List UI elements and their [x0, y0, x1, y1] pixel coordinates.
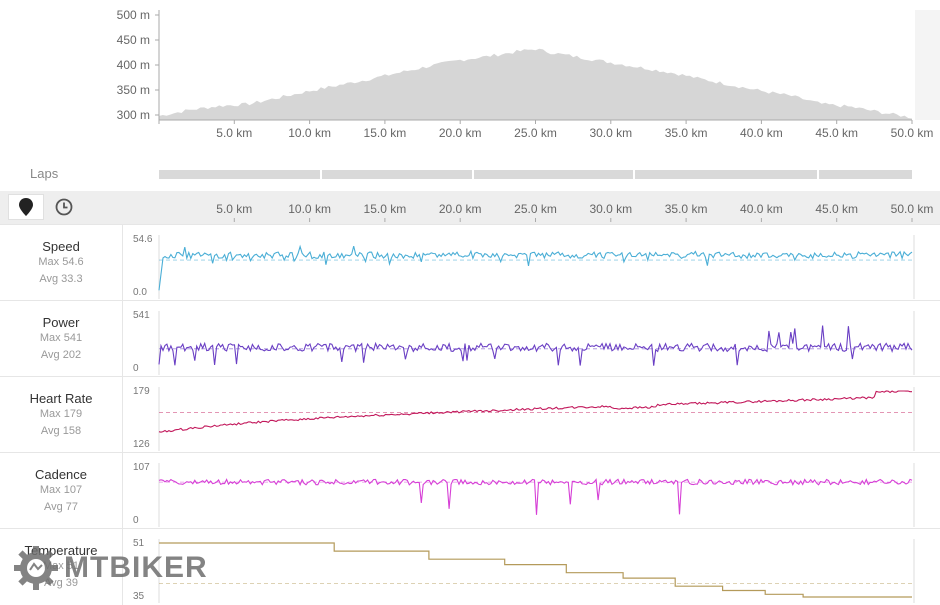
track-label: Speed Max 54.6 Avg 33.3	[0, 225, 122, 288]
elevation-y-tick-label: 400 m	[117, 58, 150, 72]
tracks-x-tick-label: 10.0 km	[288, 202, 331, 216]
track-cadence: Cadence Max 107 Avg 77 107 0	[0, 452, 940, 529]
chart-toolbar	[0, 191, 940, 224]
label-separator	[122, 224, 123, 605]
map-pin-icon	[19, 198, 33, 216]
tracks-x-axis: 5.0 km 10.0 km 15.0 km 20.0 km 25.0 km 30.0 k…	[216, 202, 934, 222]
watermark: MTBIKER	[12, 543, 208, 593]
elevation-y-axis: 500 m 450 m 400 m 350 m 300 m	[117, 8, 159, 122]
track-series-line	[158, 390, 912, 433]
elevation-x-tick-label: 10.0 km	[288, 126, 331, 140]
elevation-x-tick-label: 20.0 km	[439, 126, 482, 140]
lap-segment[interactable]	[159, 170, 321, 179]
elevation-x-tick-label: 25.0 km	[514, 126, 557, 140]
track-avg: Avg 39	[43, 577, 79, 589]
track-name: Power	[42, 315, 80, 330]
gear-logo-icon	[14, 546, 58, 590]
elevation-y-tick-label: 450 m	[117, 33, 150, 47]
track-max-axis-label: 179	[133, 386, 150, 397]
track-min-axis-label: 0	[133, 363, 139, 374]
track-label: Heart Rate Max 179 Avg 158	[0, 377, 122, 440]
track-label: Cadence Max 107 Avg 77	[0, 453, 122, 516]
track-series-line	[158, 478, 913, 515]
tracks-x-tick-label: 15.0 km	[364, 202, 407, 216]
map-view-button[interactable]	[8, 194, 44, 220]
tracks-x-tick-label: 50.0 km	[891, 202, 934, 216]
track-min-axis-label: 0	[133, 515, 139, 526]
track-max: Max 107	[39, 484, 83, 496]
tracks-x-tick-label: 30.0 km	[589, 202, 632, 216]
track-chart: 54.6 0.0	[133, 234, 915, 299]
tracks-x-tick-label: 25.0 km	[514, 202, 557, 216]
lap-segment[interactable]	[473, 170, 634, 179]
track-temperature: Temperature Max 51 Avg 39 51 35	[0, 528, 940, 605]
tracks-x-tick-label: 40.0 km	[740, 202, 783, 216]
track-max: Max 54.6	[38, 256, 84, 268]
track-min-axis-label: 35	[133, 591, 145, 602]
tracks-x-tick-label: 45.0 km	[815, 202, 858, 216]
laps-label: Laps	[30, 166, 59, 181]
elevation-area	[159, 48, 912, 120]
track-series-line	[158, 244, 913, 291]
elevation-y-tick-label: 300 m	[117, 108, 150, 122]
lap-segment[interactable]	[634, 170, 818, 179]
track-max: Max 541	[39, 332, 83, 344]
elevation-x-tick-label: 45.0 km	[815, 126, 858, 140]
tracks-x-tick-label: 20.0 km	[439, 202, 482, 216]
track-avg: Avg 33.3	[39, 273, 83, 285]
tracks-x-tick-label: 5.0 km	[216, 202, 252, 216]
elevation-x-axis: 5.0 km 10.0 km 15.0 km 20.0 km 25.0 km 30.0 k…	[158, 120, 934, 140]
clock-icon	[55, 198, 73, 216]
track-chart: 541 0	[133, 310, 915, 375]
track-avg: Avg 202	[40, 349, 82, 361]
track-speed: Speed Max 54.6 Avg 33.3 54.6 0.0	[0, 224, 940, 301]
track-name: Heart Rate	[29, 391, 93, 406]
track-min-axis-label: 126	[133, 439, 150, 450]
track-series-line	[158, 325, 913, 366]
elevation-y-tick-label: 500 m	[117, 8, 150, 22]
elevation-x-tick-label: 5.0 km	[216, 126, 252, 140]
lap-segment[interactable]	[818, 170, 912, 179]
track-chart: 179 126	[133, 386, 915, 451]
elevation-x-tick-label: 30.0 km	[589, 126, 632, 140]
track-heart-rate: Heart Rate Max 179 Avg 158 179 126	[0, 376, 940, 453]
watermark-text: MTBIKER	[64, 551, 208, 584]
track-max-axis-label: 541	[133, 310, 150, 321]
track-max-axis-label: 51	[133, 538, 145, 549]
track-max-axis-label: 107	[133, 462, 150, 473]
track-chart: 107 0	[133, 462, 915, 527]
track-max-axis-label: 54.6	[133, 234, 153, 245]
track-power: Power Max 541 Avg 202 541 0	[0, 300, 940, 377]
tracks-x-tick-label: 35.0 km	[665, 202, 708, 216]
lap-segment[interactable]	[321, 170, 473, 179]
elevation-x-tick-label: 40.0 km	[740, 126, 783, 140]
track-chart: 51 35	[133, 538, 915, 603]
elevation-y-tick-label: 350 m	[117, 83, 150, 97]
time-view-button[interactable]	[46, 194, 82, 220]
track-max: Max 179	[39, 408, 83, 420]
elevation-right-gutter	[915, 10, 940, 120]
elevation-chart: 500 m 450 m 400 m 350 m 300 m 5.0 km 10.0 km 1…	[117, 8, 940, 140]
track-label: Power Max 541 Avg 202	[0, 301, 122, 364]
track-avg: Avg 158	[40, 425, 82, 437]
track-series-line	[159, 542, 912, 598]
elevation-x-tick-label: 35.0 km	[665, 126, 708, 140]
track-min-axis-label: 0.0	[133, 287, 147, 298]
track-name: Speed	[42, 239, 80, 254]
track-avg: Avg 77	[43, 501, 79, 513]
elevation-x-tick-label: 15.0 km	[364, 126, 407, 140]
track-name: Cadence	[34, 467, 88, 482]
elevation-x-tick-label: 50.0 km	[891, 126, 934, 140]
